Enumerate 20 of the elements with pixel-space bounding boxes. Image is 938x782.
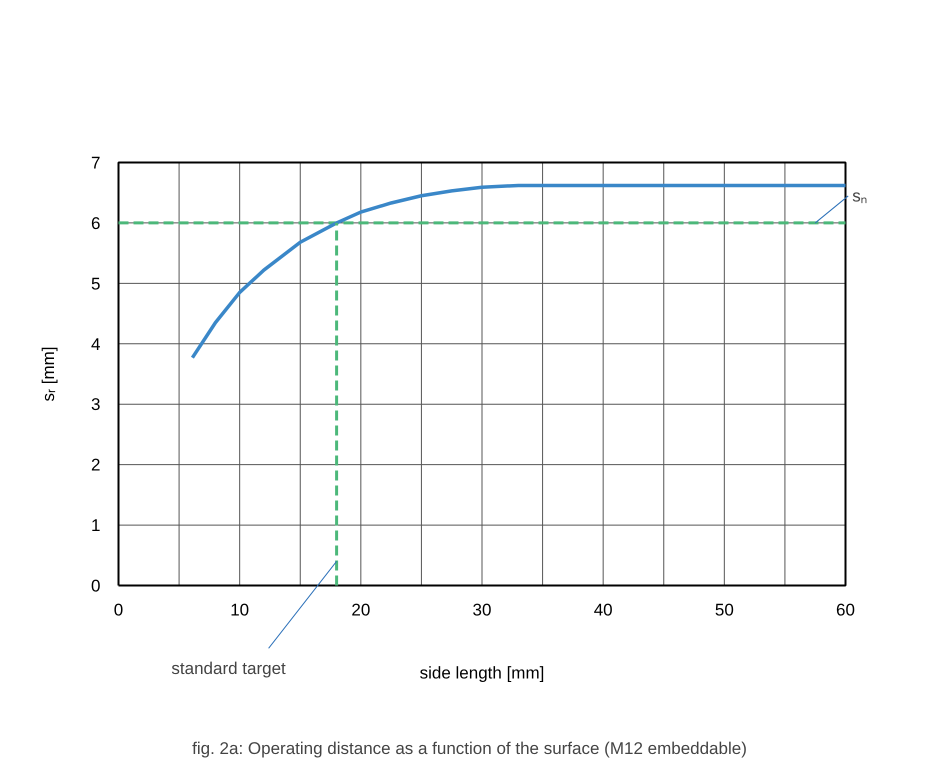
x-tick-label: 0 (114, 600, 124, 620)
annotation: sₙ (852, 186, 868, 206)
y-tick-label: 0 (91, 576, 101, 596)
x-tick-label: 20 (351, 600, 370, 620)
x-tick-label: 40 (594, 600, 613, 620)
y-tick-label: 7 (91, 154, 101, 172)
x-tick-label: 50 (714, 600, 734, 620)
y-tick-label: 1 (91, 516, 101, 536)
y-tick-label: 6 (91, 214, 101, 233)
x-tick-label: 30 (472, 600, 492, 620)
annotation: standard target (171, 658, 286, 678)
x-tick-label: 10 (230, 600, 250, 620)
y-tick-label: 2 (91, 456, 101, 475)
y-axis-title: sᵣ [mm] (39, 346, 58, 402)
x-tick-label: 60 (836, 600, 855, 620)
y-tick-label: 4 (91, 334, 101, 354)
y-tick-label: 5 (91, 274, 101, 294)
caption: fig. 2a: Operating distance as a function of the surface (M12 embeddable) (192, 739, 747, 758)
y-tick-label: 3 (91, 395, 101, 414)
x-axis-title: side length [mm] (420, 664, 544, 682)
